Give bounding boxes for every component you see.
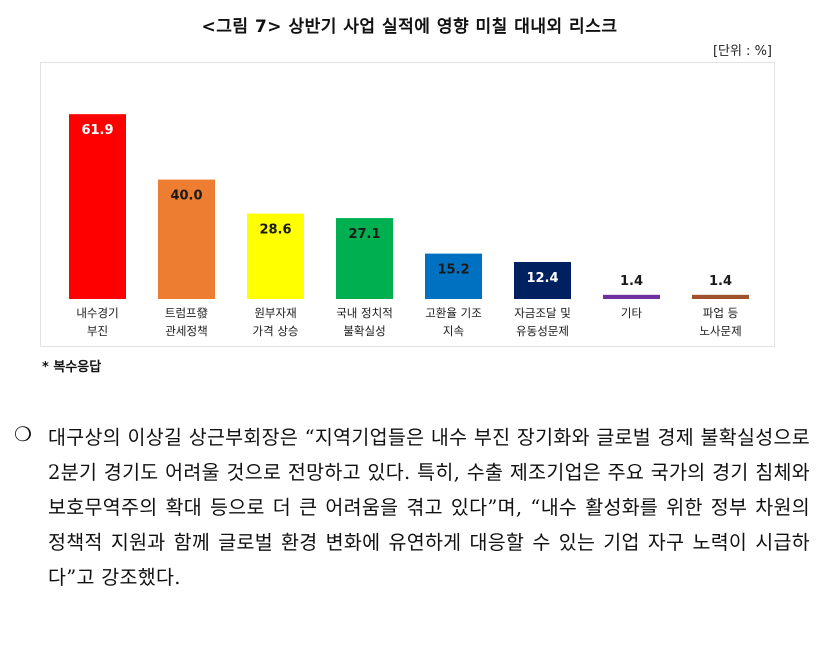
data-label-2: 28.6 <box>259 223 291 238</box>
data-label-7: 1.4 <box>709 274 732 289</box>
category-label-0-1: 부진 <box>87 324 108 338</box>
category-label-4-1: 지속 <box>443 324 464 338</box>
chart-frame <box>40 62 775 347</box>
bar-0 <box>69 114 126 299</box>
data-label-1: 40.0 <box>170 189 202 204</box>
bar-1 <box>158 179 215 299</box>
category-label-4-0: 고환율 기조 <box>425 306 482 320</box>
category-label-3-1: 불확실성 <box>343 324 385 338</box>
data-label-0: 61.9 <box>81 123 113 138</box>
footnote: * 복수응답 <box>42 360 102 375</box>
data-label-3: 27.1 <box>348 227 380 242</box>
figure-title: <그림 7> 상반기 사업 실적에 영향 미칠 대내외 리스크 <box>201 17 618 37</box>
bar-5 <box>514 261 571 299</box>
category-label-3-0: 국내 정치적 <box>336 306 393 320</box>
category-label-5-1: 유동성문제 <box>516 324 569 338</box>
category-label-1-0: 트럼프發 <box>165 306 209 320</box>
category-label-7-0: 파업 등 <box>703 306 738 320</box>
bar-3 <box>336 218 393 299</box>
bullet-icon: ❍ <box>14 422 32 446</box>
data-label-5: 12.4 <box>526 271 558 286</box>
data-label-6: 1.4 <box>620 274 643 289</box>
bar-2 <box>247 213 304 299</box>
category-label-6-0: 기타 <box>621 306 643 320</box>
category-label-2-1: 가격 상승 <box>253 324 299 338</box>
category-label-1-1: 관세정책 <box>165 324 207 338</box>
category-label-5-0: 자금조달 및 <box>514 306 571 320</box>
bar-7 <box>692 294 749 299</box>
category-label-2-0: 원부자재 <box>254 306 296 320</box>
bar-4 <box>425 253 482 299</box>
paragraph-text: 대구상의 이상길 상근부회장은 “지역기업들은 내수 부진 장기화와 글로벌 경… <box>48 426 810 589</box>
unit-label: [단위 : %] <box>712 44 772 59</box>
category-label-0-0: 내수경기 <box>76 306 118 320</box>
category-label-7-1: 노사문제 <box>699 324 741 338</box>
bar-6 <box>603 294 660 299</box>
data-label-4: 15.2 <box>437 263 469 278</box>
